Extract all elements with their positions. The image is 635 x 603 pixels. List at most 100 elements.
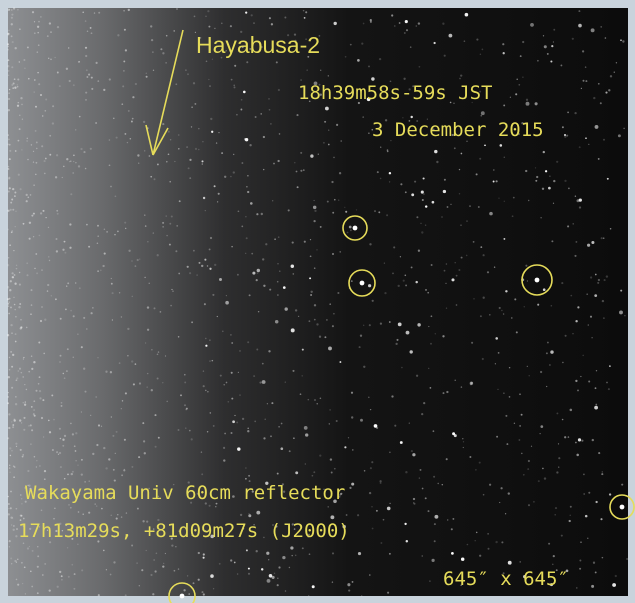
star xyxy=(284,17,286,19)
star xyxy=(106,231,108,233)
star xyxy=(542,468,544,470)
star xyxy=(52,122,54,124)
star xyxy=(411,193,414,196)
star xyxy=(9,244,11,246)
star xyxy=(75,460,76,461)
star xyxy=(11,563,12,564)
star xyxy=(41,417,43,419)
star xyxy=(595,387,597,389)
star xyxy=(292,242,294,244)
star xyxy=(577,389,579,391)
star xyxy=(620,505,625,510)
star xyxy=(125,49,127,51)
star xyxy=(78,511,80,513)
star xyxy=(416,25,418,27)
star xyxy=(11,14,13,16)
star xyxy=(178,273,180,275)
star xyxy=(14,195,16,197)
star xyxy=(166,161,168,163)
star xyxy=(572,38,574,40)
star xyxy=(50,59,52,61)
star xyxy=(17,9,18,10)
star xyxy=(405,275,407,277)
star xyxy=(19,419,21,421)
star xyxy=(7,168,8,169)
star xyxy=(595,571,597,573)
star xyxy=(406,331,410,335)
star xyxy=(49,589,51,591)
star xyxy=(26,327,28,329)
star xyxy=(44,478,46,480)
star xyxy=(422,199,424,201)
star xyxy=(105,467,107,469)
star xyxy=(114,234,116,236)
star xyxy=(432,201,435,204)
star xyxy=(66,68,68,70)
star xyxy=(540,425,543,428)
star xyxy=(585,66,587,68)
star xyxy=(444,270,446,272)
star xyxy=(50,31,52,33)
star xyxy=(165,355,166,356)
star xyxy=(579,206,581,208)
star xyxy=(169,244,171,246)
star xyxy=(174,161,175,162)
star xyxy=(33,161,34,162)
star xyxy=(33,361,35,363)
star xyxy=(23,223,25,225)
star xyxy=(14,560,16,562)
star xyxy=(406,29,408,31)
star xyxy=(69,247,71,249)
star xyxy=(113,469,115,471)
star xyxy=(44,563,46,565)
star xyxy=(572,333,573,334)
star xyxy=(178,134,180,136)
star xyxy=(210,118,212,120)
star xyxy=(312,475,314,477)
star xyxy=(72,433,74,435)
star xyxy=(262,363,264,365)
star xyxy=(218,193,220,195)
star xyxy=(37,51,39,53)
star xyxy=(112,292,114,294)
star xyxy=(17,370,19,372)
star xyxy=(13,7,15,9)
star xyxy=(68,47,69,48)
star xyxy=(187,73,189,75)
star xyxy=(147,329,149,331)
star xyxy=(497,389,498,390)
star xyxy=(369,574,371,576)
star xyxy=(498,352,500,354)
star xyxy=(162,226,163,227)
star xyxy=(558,466,559,467)
star xyxy=(8,98,10,100)
star xyxy=(374,210,376,212)
star xyxy=(309,553,311,555)
star xyxy=(28,371,30,373)
star xyxy=(580,376,581,377)
star xyxy=(48,58,49,59)
star xyxy=(548,187,551,190)
star xyxy=(8,305,9,306)
star xyxy=(240,109,242,111)
star xyxy=(137,154,139,156)
star xyxy=(8,301,10,303)
star xyxy=(8,70,10,72)
star xyxy=(23,417,25,419)
star xyxy=(368,65,370,67)
star xyxy=(399,22,401,24)
star xyxy=(329,409,331,411)
star xyxy=(37,566,39,568)
star xyxy=(69,223,71,225)
star xyxy=(19,284,21,286)
star xyxy=(9,540,11,542)
star xyxy=(68,576,70,578)
star xyxy=(391,395,393,397)
star xyxy=(9,467,10,468)
star xyxy=(47,284,49,286)
star xyxy=(522,41,524,43)
star xyxy=(505,290,507,292)
star xyxy=(191,321,193,323)
star xyxy=(54,57,55,58)
star xyxy=(578,438,581,441)
